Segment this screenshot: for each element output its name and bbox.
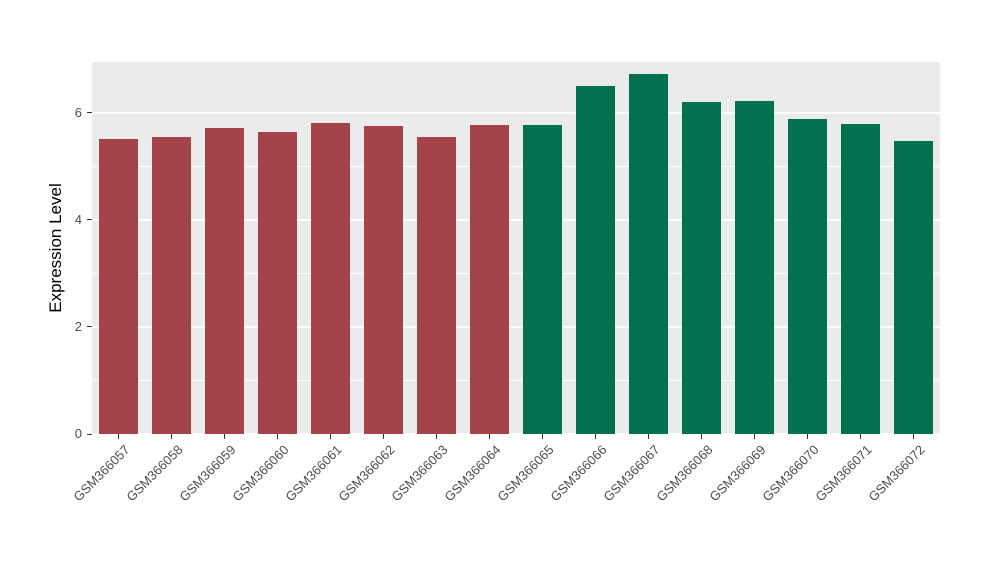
gridline-major	[92, 433, 940, 434]
y-tick-mark	[87, 326, 92, 328]
y-tick-mark	[87, 112, 92, 114]
x-tick-mark	[595, 434, 596, 439]
gridline-minor	[92, 165, 940, 167]
x-tick-mark	[807, 434, 808, 439]
bar-GSM366061	[311, 123, 350, 434]
bar-GSM366072	[894, 141, 933, 434]
bar-GSM366071	[841, 123, 880, 434]
bar-GSM366064	[470, 125, 509, 434]
y-tick-mark	[87, 219, 92, 221]
gridline-major	[92, 112, 940, 114]
bar-GSM366070	[788, 119, 827, 434]
y-tick-label: 6	[74, 104, 82, 120]
bar-GSM366062	[364, 126, 403, 434]
x-tick-mark	[277, 434, 278, 439]
y-axis-title: Expression Level	[46, 183, 65, 313]
bar-GSM366060	[258, 132, 297, 434]
gridline-minor	[92, 273, 940, 274]
x-tick-mark	[436, 434, 437, 439]
y-tick-label: 2	[74, 318, 82, 334]
x-tick-mark	[224, 434, 225, 439]
bar-GSM366065	[523, 125, 562, 434]
x-tick-mark	[754, 434, 755, 439]
x-tick-mark	[648, 434, 649, 439]
gridline-minor	[92, 380, 940, 381]
x-tick-mark	[860, 434, 861, 439]
x-tick-mark	[489, 434, 490, 439]
x-tick-mark	[701, 434, 702, 439]
bar-GSM366058	[152, 136, 191, 434]
bar-GSM366059	[205, 127, 244, 434]
plot-panel	[92, 62, 940, 434]
y-tick-label: 0	[74, 426, 82, 441]
x-tick-mark	[171, 434, 172, 439]
gridline-major	[92, 326, 940, 328]
y-tick-mark	[87, 433, 92, 435]
x-tick-mark	[542, 434, 543, 439]
bar-GSM366068	[682, 102, 721, 434]
x-tick-mark	[383, 434, 384, 439]
bar-GSM366066	[576, 86, 615, 434]
y-tick-label: 4	[74, 211, 82, 227]
gridline-major	[92, 219, 940, 221]
x-tick-mark	[118, 434, 119, 439]
x-tick-mark	[330, 434, 331, 439]
bar-GSM366063	[417, 136, 456, 434]
bar-GSM366057	[99, 139, 138, 434]
bar-GSM366067	[629, 74, 668, 434]
bar-GSM366069	[735, 101, 774, 434]
x-tick-mark	[913, 434, 914, 439]
